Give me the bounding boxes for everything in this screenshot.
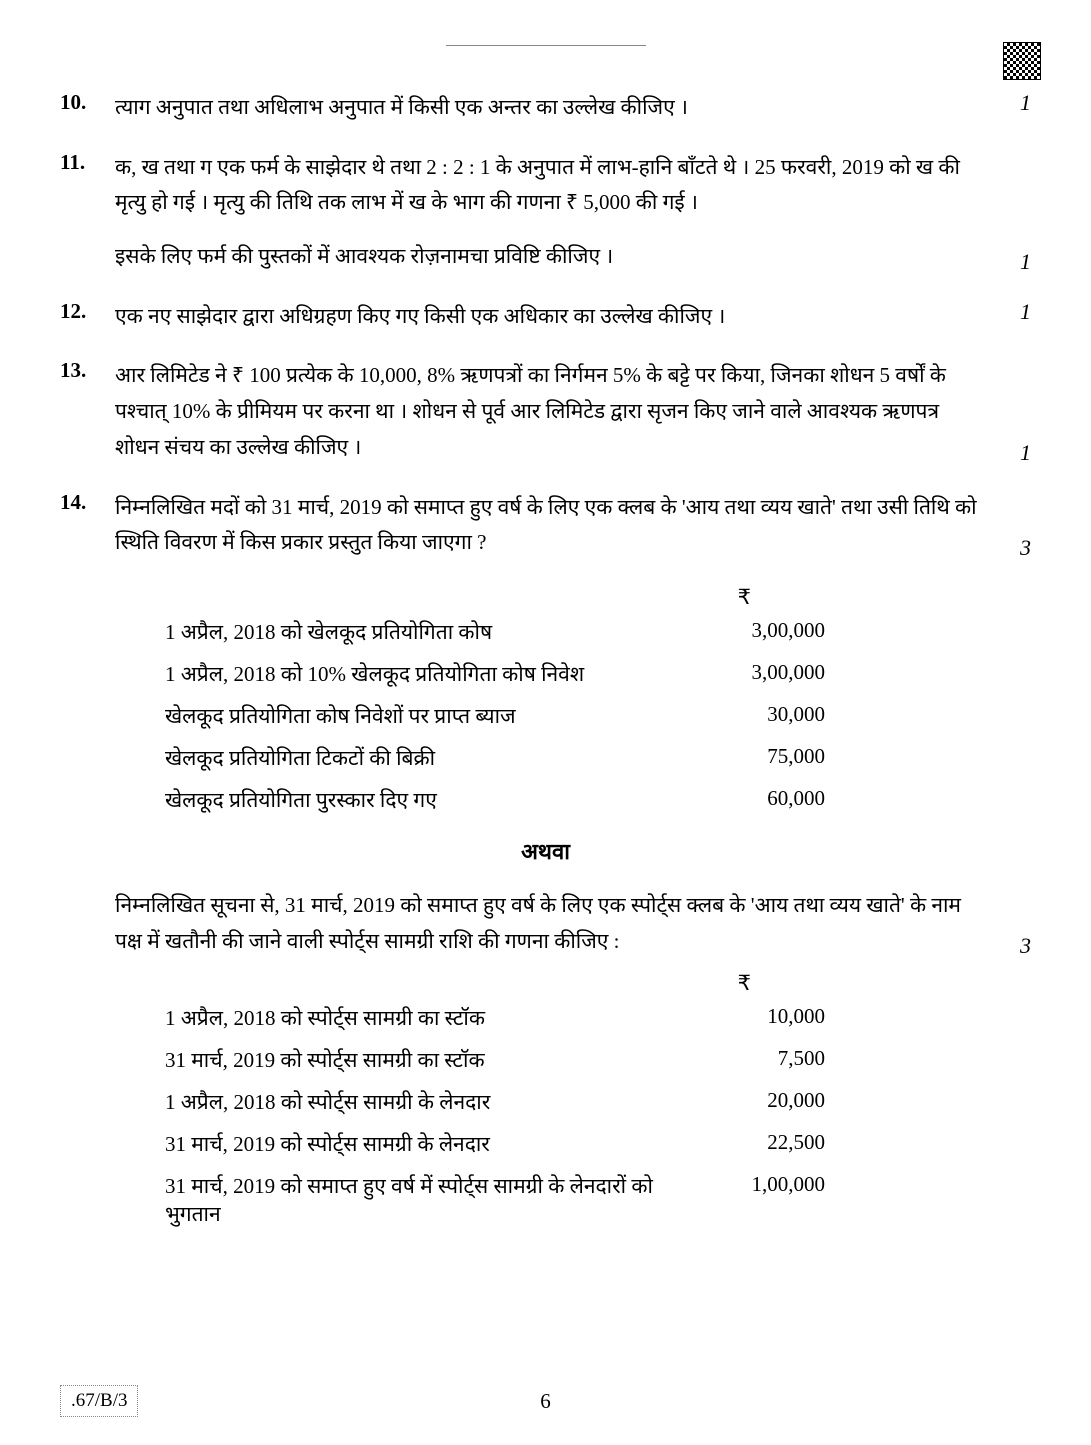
row-value: 10,000 xyxy=(685,1004,825,1032)
question-10: 10. त्याग अनुपात तथा अधिलाभ अनुपात में क… xyxy=(60,90,1031,126)
alt-question-marks: 3 xyxy=(1001,933,1031,959)
row-value: 7,500 xyxy=(685,1046,825,1074)
row-label: 1 अप्रैल, 2018 को खेलकूद प्रतियोगिता कोष xyxy=(165,618,685,646)
qr-code-icon xyxy=(1003,42,1041,80)
table-2: ₹ 1 अप्रैल, 2018 को स्पोर्ट्स सामग्री का… xyxy=(165,971,1031,1228)
or-separator: अथवा xyxy=(60,836,1031,866)
footer-page: 6 xyxy=(540,1389,551,1414)
question-12: 12. एक नए साझेदार द्वारा अधिग्रहण किए गए… xyxy=(60,299,1031,335)
question-main-text: क, ख तथा ग एक फर्म के साझेदार थे तथा 2 :… xyxy=(115,155,960,215)
question-number: 13. xyxy=(60,358,115,383)
row-value: 1,00,000 xyxy=(685,1172,825,1228)
question-text: त्याग अनुपात तथा अधिलाभ अनुपात में किसी … xyxy=(115,90,986,126)
table-row: 31 मार्च, 2019 को स्पोर्ट्स सामग्री के ल… xyxy=(165,1130,1031,1158)
question-text: क, ख तथा ग एक फर्म के साझेदार थे तथा 2 :… xyxy=(115,150,986,275)
row-value: 20,000 xyxy=(685,1088,825,1116)
table-1: ₹ 1 अप्रैल, 2018 को खेलकूद प्रतियोगिता क… xyxy=(165,585,1031,814)
question-marks: 1 xyxy=(1001,440,1031,466)
question-number: 12. xyxy=(60,299,115,324)
table-row: 1 अप्रैल, 2018 को खेलकूद प्रतियोगिता कोष… xyxy=(165,618,1031,646)
question-number: 14. xyxy=(60,490,115,515)
row-label: 31 मार्च, 2019 को स्पोर्ट्स सामग्री के ल… xyxy=(165,1130,685,1158)
row-label: खेलकूद प्रतियोगिता टिकटों की बिक्री xyxy=(165,744,685,772)
question-text: एक नए साझेदार द्वारा अधिग्रहण किए गए किस… xyxy=(115,299,986,335)
question-marks: 3 xyxy=(1001,535,1031,561)
question-marks: 1 xyxy=(1001,90,1031,116)
content-area: 10. त्याग अनुपात तथा अधिलाभ अनुपात में क… xyxy=(60,90,1031,1228)
question-sub-text: इसके लिए फर्म की पुस्तकों में आवश्यक रोज… xyxy=(115,239,986,275)
table-row: 1 अप्रैल, 2018 को स्पोर्ट्स सामग्री के ल… xyxy=(165,1088,1031,1116)
alt-question-text: निम्नलिखित सूचना से, 31 मार्च, 2019 को स… xyxy=(115,888,986,959)
footer-code: .67/B/3 xyxy=(60,1385,138,1417)
question-13: 13. आर लिमिटेड ने ₹ 100 प्रत्येक के 10,0… xyxy=(60,358,1031,465)
row-value: 30,000 xyxy=(685,702,825,730)
currency-header: ₹ xyxy=(165,971,1031,996)
table-row: 31 मार्च, 2019 को समाप्त हुए वर्ष में स्… xyxy=(165,1172,1031,1228)
table-row: खेलकूद प्रतियोगिता टिकटों की बिक्री 75,0… xyxy=(165,744,1031,772)
question-number: 10. xyxy=(60,90,115,115)
question-text: आर लिमिटेड ने ₹ 100 प्रत्येक के 10,000, … xyxy=(115,358,986,465)
row-value: 60,000 xyxy=(685,786,825,814)
question-marks: 1 xyxy=(1001,299,1031,325)
row-value: 3,00,000 xyxy=(685,660,825,688)
question-marks: 1 xyxy=(1001,249,1031,275)
row-label: 31 मार्च, 2019 को समाप्त हुए वर्ष में स्… xyxy=(165,1172,685,1228)
table-row: 31 मार्च, 2019 को स्पोर्ट्स सामग्री का स… xyxy=(165,1046,1031,1074)
table-row: खेलकूद प्रतियोगिता कोष निवेशों पर प्राप्… xyxy=(165,702,1031,730)
table-row: 1 अप्रैल, 2018 को 10% खेलकूद प्रतियोगिता… xyxy=(165,660,1031,688)
question-number: 11. xyxy=(60,150,115,175)
row-label: खेलकूद प्रतियोगिता पुरस्कार दिए गए xyxy=(165,786,685,814)
table-row: खेलकूद प्रतियोगिता पुरस्कार दिए गए 60,00… xyxy=(165,786,1031,814)
question-text: निम्नलिखित मदों को 31 मार्च, 2019 को समा… xyxy=(115,490,986,561)
row-label: 31 मार्च, 2019 को स्पोर्ट्स सामग्री का स… xyxy=(165,1046,685,1074)
row-value: 75,000 xyxy=(685,744,825,772)
alt-question-14: निम्नलिखित सूचना से, 31 मार्च, 2019 को स… xyxy=(60,888,1031,959)
row-value: 3,00,000 xyxy=(685,618,825,646)
row-label: 1 अप्रैल, 2018 को 10% खेलकूद प्रतियोगिता… xyxy=(165,660,685,688)
row-label: 1 अप्रैल, 2018 को स्पोर्ट्स सामग्री के ल… xyxy=(165,1088,685,1116)
row-label: खेलकूद प्रतियोगिता कोष निवेशों पर प्राप्… xyxy=(165,702,685,730)
table-row: 1 अप्रैल, 2018 को स्पोर्ट्स सामग्री का स… xyxy=(165,1004,1031,1032)
header-line xyxy=(446,45,646,46)
row-label: 1 अप्रैल, 2018 को स्पोर्ट्स सामग्री का स… xyxy=(165,1004,685,1032)
row-value: 22,500 xyxy=(685,1130,825,1158)
footer: .67/B/3 6 xyxy=(60,1385,1031,1417)
question-11: 11. क, ख तथा ग एक फर्म के साझेदार थे तथा… xyxy=(60,150,1031,275)
question-14: 14. निम्नलिखित मदों को 31 मार्च, 2019 को… xyxy=(60,490,1031,561)
currency-header: ₹ xyxy=(165,585,1031,610)
